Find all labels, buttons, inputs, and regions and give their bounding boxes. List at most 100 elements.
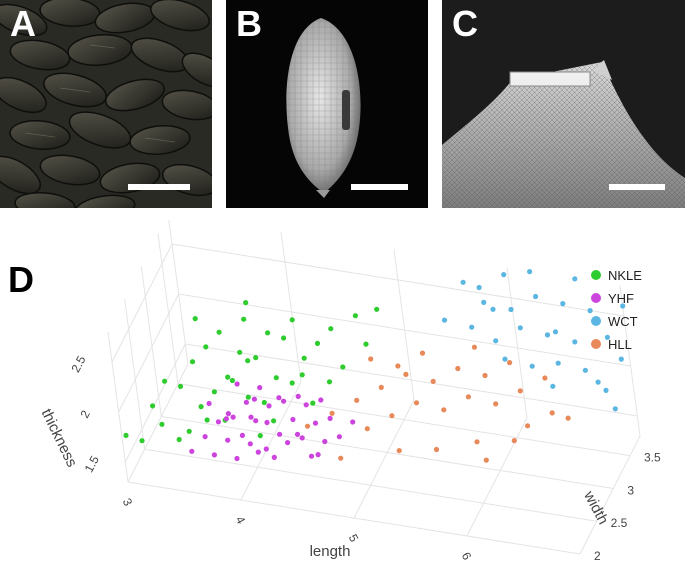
data-point-nkle [245, 358, 251, 364]
data-point-yhf [350, 419, 356, 425]
data-point-nkle [177, 383, 184, 389]
data-point-nkle [204, 417, 210, 423]
data-point-wct [441, 317, 448, 323]
data-point-nkle [265, 330, 271, 336]
data-point-yhf [327, 415, 333, 421]
data-point-hll [413, 400, 420, 406]
data-point-nkle [281, 335, 287, 341]
data-point-yhf [225, 437, 231, 443]
data-point-hll [482, 372, 488, 379]
gridline [124, 343, 186, 463]
data-point-yhf [247, 441, 253, 447]
panel-label-c: C [452, 3, 478, 44]
y-axis-title: width [580, 488, 612, 528]
scatter-3d-plot: 3456722.533.51.522.5 length width thickn… [38, 220, 661, 562]
gridline [127, 363, 189, 483]
data-point-nkle [243, 300, 249, 306]
data-point-wct [469, 324, 475, 330]
data-point-yhf [285, 440, 291, 446]
data-point-hll [396, 448, 402, 454]
data-point-wct [481, 299, 487, 305]
gridline [171, 243, 625, 317]
data-point-nkle [310, 400, 316, 406]
data-point-hll [517, 388, 523, 394]
data-point-yhf [234, 455, 240, 462]
data-point-wct [582, 367, 589, 373]
gridline [280, 231, 302, 383]
data-point-yhf [294, 431, 301, 437]
x-tick-label: 3 [120, 496, 136, 509]
data-point-hll [430, 378, 436, 384]
data-point-wct [508, 306, 514, 313]
data-point-yhf [248, 414, 254, 420]
data-point-nkle [363, 341, 369, 347]
data-point-nkle [192, 316, 198, 322]
plot-points [123, 269, 626, 463]
data-point-wct [620, 303, 626, 309]
gridline [124, 299, 146, 450]
gridline [107, 331, 129, 483]
legend-marker-wct [591, 316, 601, 326]
data-point-yhf [308, 453, 315, 459]
data-point-yhf [189, 448, 195, 454]
gridline [140, 266, 162, 417]
panel-c-sem-closeup: C [442, 0, 685, 208]
data-point-nkle [176, 436, 182, 443]
data-point-yhf [295, 393, 301, 399]
gridline [111, 243, 173, 363]
data-point-yhf [336, 434, 342, 440]
legend-marker-hll [591, 339, 601, 349]
x-axis-title: length [310, 543, 351, 560]
gridline [177, 383, 631, 457]
data-point-wct [595, 379, 601, 385]
data-point-wct [550, 383, 556, 389]
data-point-hll [354, 397, 360, 403]
data-point-hll [304, 423, 311, 429]
data-point-hll [364, 426, 370, 432]
data-point-yhf [266, 403, 272, 409]
data-point-yhf [281, 398, 287, 404]
data-point-yhf [315, 452, 321, 458]
data-point-nkle [198, 404, 204, 410]
data-point-hll [493, 401, 499, 407]
data-point-wct [529, 363, 535, 369]
data-point-hll [549, 410, 555, 416]
data-point-nkle [237, 349, 243, 355]
data-point-yhf [303, 402, 309, 408]
gridline [161, 415, 614, 489]
data-point-yhf [263, 446, 269, 452]
data-point-hll [389, 413, 395, 419]
panel-a-grain-photo: A [0, 0, 212, 208]
y-tick-label: 3.5 [644, 451, 661, 465]
data-point-nkle [225, 374, 231, 380]
data-point-hll [511, 438, 517, 444]
data-point-yhf [234, 381, 240, 387]
data-point-wct [552, 329, 559, 335]
data-point-wct [604, 334, 611, 340]
data-point-hll [368, 356, 374, 362]
data-point-yhf [243, 399, 249, 405]
data-point-wct [476, 284, 482, 291]
data-point-nkle [301, 355, 307, 361]
data-point-hll [474, 439, 480, 445]
data-point-yhf [211, 452, 217, 458]
legend-marker-nkle [591, 270, 601, 280]
data-point-hll [507, 360, 513, 366]
data-point-yhf [253, 418, 259, 424]
data-point-yhf [276, 395, 282, 401]
data-point-yhf [202, 434, 208, 440]
data-point-nkle [216, 329, 222, 335]
gridline [178, 293, 631, 367]
data-point-yhf [312, 420, 319, 426]
data-point-hll [395, 363, 401, 369]
plot-grid [107, 220, 641, 555]
panel-b-sem-grain: B [226, 0, 428, 208]
data-point-wct [587, 308, 593, 314]
data-point-nkle [374, 306, 380, 312]
data-point-nkle [340, 364, 346, 370]
data-point-nkle [150, 403, 156, 409]
data-point-wct [572, 276, 578, 282]
data-point-yhf [251, 396, 257, 402]
x-tick-label: 4 [233, 514, 249, 527]
z-tick-label: 2.5 [68, 353, 88, 375]
